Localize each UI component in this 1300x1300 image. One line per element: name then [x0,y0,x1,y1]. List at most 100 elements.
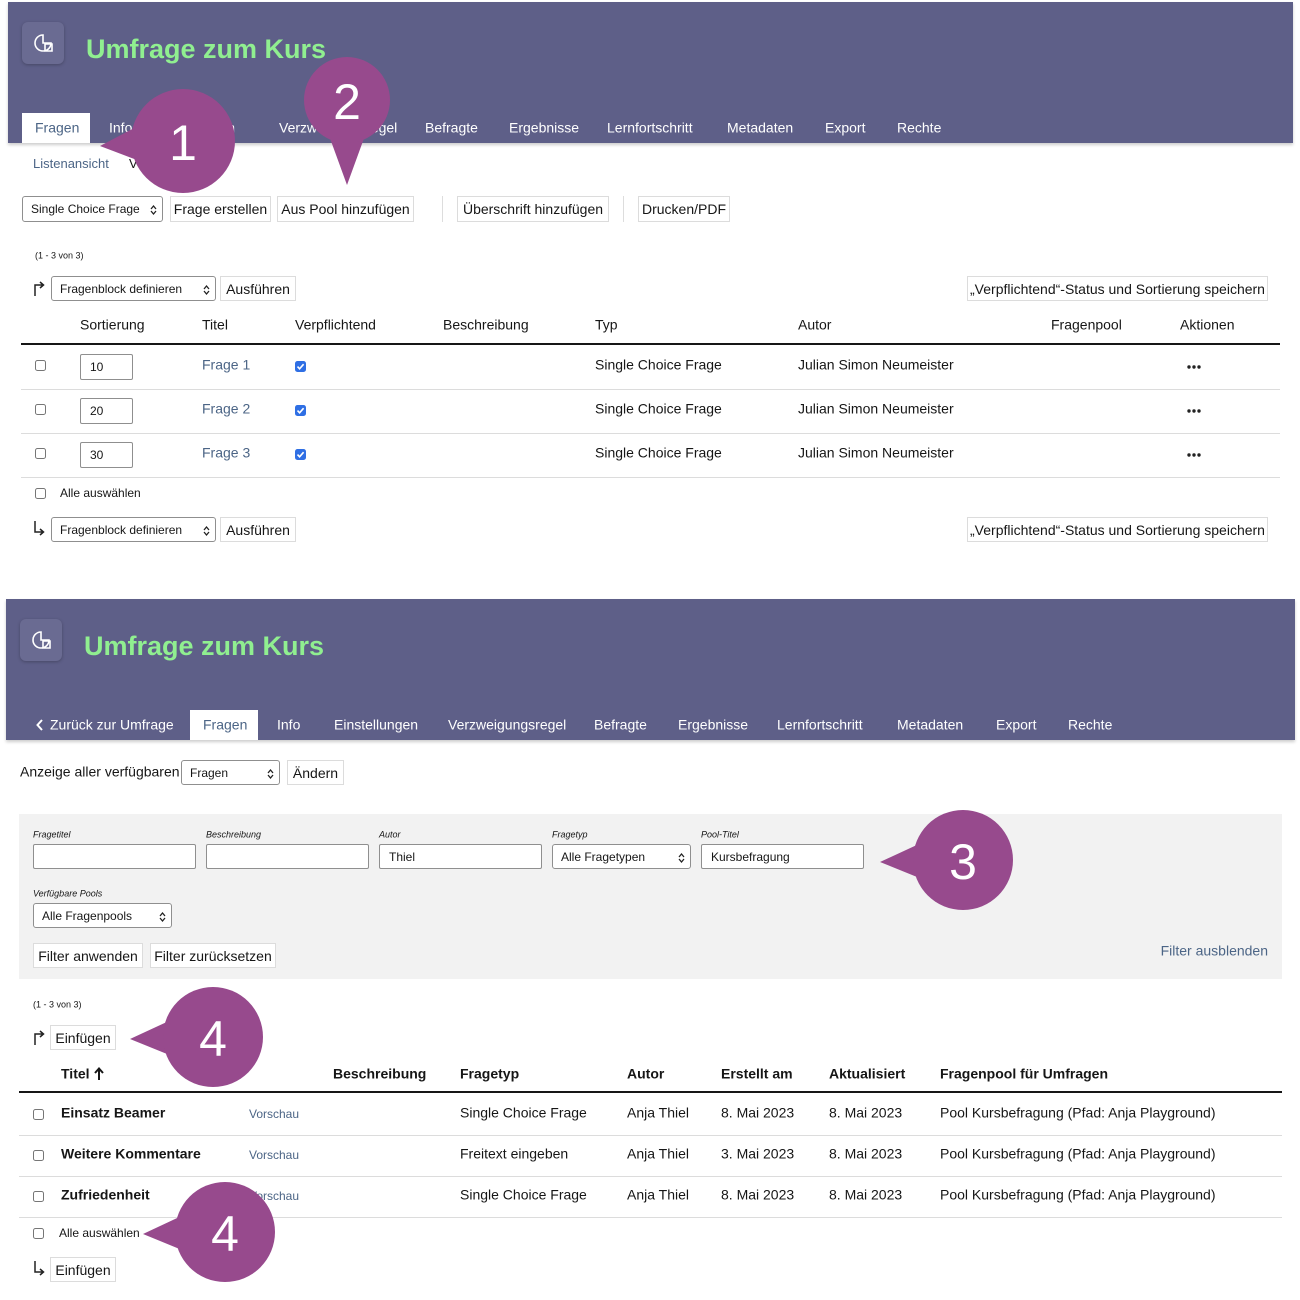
page-title: Umfrage zum Kurs [84,630,325,661]
button[interactable]: Filter zurücksetzen [150,943,276,968]
column-header: Beschreibung [333,1065,427,1082]
separator [623,196,624,222]
tab[interactable]: Befragte [425,119,478,136]
button[interactable]: Aus Pool hinzufügen [277,196,414,222]
question-title-link[interactable]: Frage 1 [202,356,251,373]
select-all: Alle auswählen [60,485,141,500]
checkbox-checked [295,405,306,416]
question-type: Single Choice Frage [460,1104,587,1121]
question-author: Anja Thiel [627,1145,690,1162]
input-value: Thiel [389,849,416,864]
hide-filter-link[interactable]: Filter ausblenden [1160,942,1268,959]
tab[interactable]: Export [996,716,1037,733]
button[interactable]: Frage erstellen [170,196,271,222]
tab[interactable]: Verzweigungsregel [448,716,567,733]
tab[interactable]: Lernfortschritt [777,716,863,733]
question-title: Zufriedenheit [61,1186,150,1203]
button[interactable]: Filter anwenden [33,943,143,968]
tab[interactable]: Info [277,716,301,733]
arrow-up-right-icon [34,281,45,296]
arrow-down-right-icon [34,1261,45,1276]
tab[interactable]: Rechte [897,119,942,136]
separator [19,1176,1282,1177]
object-icon [20,619,62,661]
callout [304,57,390,185]
survey-icon [34,34,53,52]
checkbox[interactable] [35,360,46,371]
tab[interactable]: Ergebnisse [678,716,749,733]
subtab-active[interactable]: Listenansicht [33,156,109,172]
tab[interactable]: Metadaten [727,119,794,136]
checkbox[interactable] [35,488,46,499]
callout-number: 3 [949,834,977,890]
sort-arrow [94,1066,104,1080]
question-title: Einsatz Beamer [61,1104,166,1121]
select[interactable]: Fragenblock definieren [51,276,216,301]
survey-icon [32,631,51,649]
pool-name: Pool Kursbefragung (Pfad: Anja Playgroun… [940,1145,1216,1162]
text-input[interactable]: 10 [80,354,133,380]
tab[interactable]: Rechte [1068,716,1113,733]
button[interactable]: Ausführen [220,276,296,301]
select[interactable]: Single Choice Frage [22,196,163,222]
filter-label: Fragetitel [33,829,71,840]
tab[interactable]: Info [109,119,133,136]
select[interactable]: Fragenblock definieren [51,517,216,542]
column-header: Titel [61,1065,90,1082]
text-input[interactable]: Thiel [379,844,542,869]
text-input[interactable]: 20 [80,398,133,424]
text-input[interactable] [33,844,196,869]
tab-active[interactable]: Fragen [35,119,80,136]
tab[interactable]: Einstellungen [334,716,419,733]
checkbox-checked [295,449,306,460]
select-value: Fragen [190,765,229,780]
button[interactable]: „Verpflichtend“-Status und Sortierung sp… [967,276,1268,301]
actions-menu [1187,409,1201,413]
column-header: Autor [798,316,832,333]
select-all: Alle auswählen [59,1225,140,1240]
question-title-link[interactable]: Frage 3 [202,444,251,461]
tab[interactable]: Export [825,119,866,136]
pool-name: Pool Kursbefragung (Pfad: Anja Playgroun… [940,1186,1216,1203]
active-tab [190,710,258,740]
checkbox[interactable] [33,1191,44,1202]
callout [880,810,1013,910]
checkbox[interactable] [33,1150,44,1161]
column-header: Fragenpool für Umfragen [940,1065,1109,1082]
button[interactable]: Einfügen [50,1257,116,1282]
button[interactable]: Überschrift hinzufügen [457,196,609,222]
button[interactable]: Einfügen [50,1025,116,1050]
text-input[interactable]: 30 [80,442,133,468]
text-input[interactable]: Kursbefragung [701,844,864,869]
input-value: 20 [90,404,104,418]
question-title-link[interactable]: Frage 2 [202,400,251,417]
select-value: Single Choice Frage [31,202,140,216]
callout-number: 4 [199,1011,227,1067]
column-header: Autor [627,1065,665,1082]
tab-back[interactable]: Zurück zur Umfrage [50,716,174,733]
select[interactable]: Alle Fragenpools [33,903,172,928]
column-header: Aktionen [1180,316,1235,333]
button[interactable]: Drucken/PDF [638,196,730,222]
checkbox[interactable] [35,404,46,415]
tab[interactable]: Metadaten [897,716,964,733]
checkbox[interactable] [33,1228,44,1239]
button[interactable]: Ausführen [220,517,296,542]
column-header: Fragetyp [460,1065,520,1082]
preview-link[interactable]: Vorschau [249,1106,300,1121]
tab[interactable]: Lernfortschritt [607,119,693,136]
select[interactable]: Alle Fragetypen [552,844,691,869]
text-input[interactable] [206,844,369,869]
select-value: Alle Fragenpools [42,908,133,923]
question-author: Julian Simon Neumeister [798,356,954,373]
tab-active[interactable]: Fragen [203,716,248,733]
button[interactable]: „Verpflichtend“-Status und Sortierung sp… [967,517,1268,542]
select[interactable]: Fragen [181,760,280,785]
tab[interactable]: Ergebnisse [509,119,580,136]
button[interactable]: Ändern [287,760,344,785]
input-value: Kursbefragung [711,849,790,864]
checkbox[interactable] [35,448,46,459]
preview-link[interactable]: Vorschau [249,1147,300,1162]
checkbox[interactable] [33,1109,44,1120]
tab[interactable]: Befragte [594,716,647,733]
